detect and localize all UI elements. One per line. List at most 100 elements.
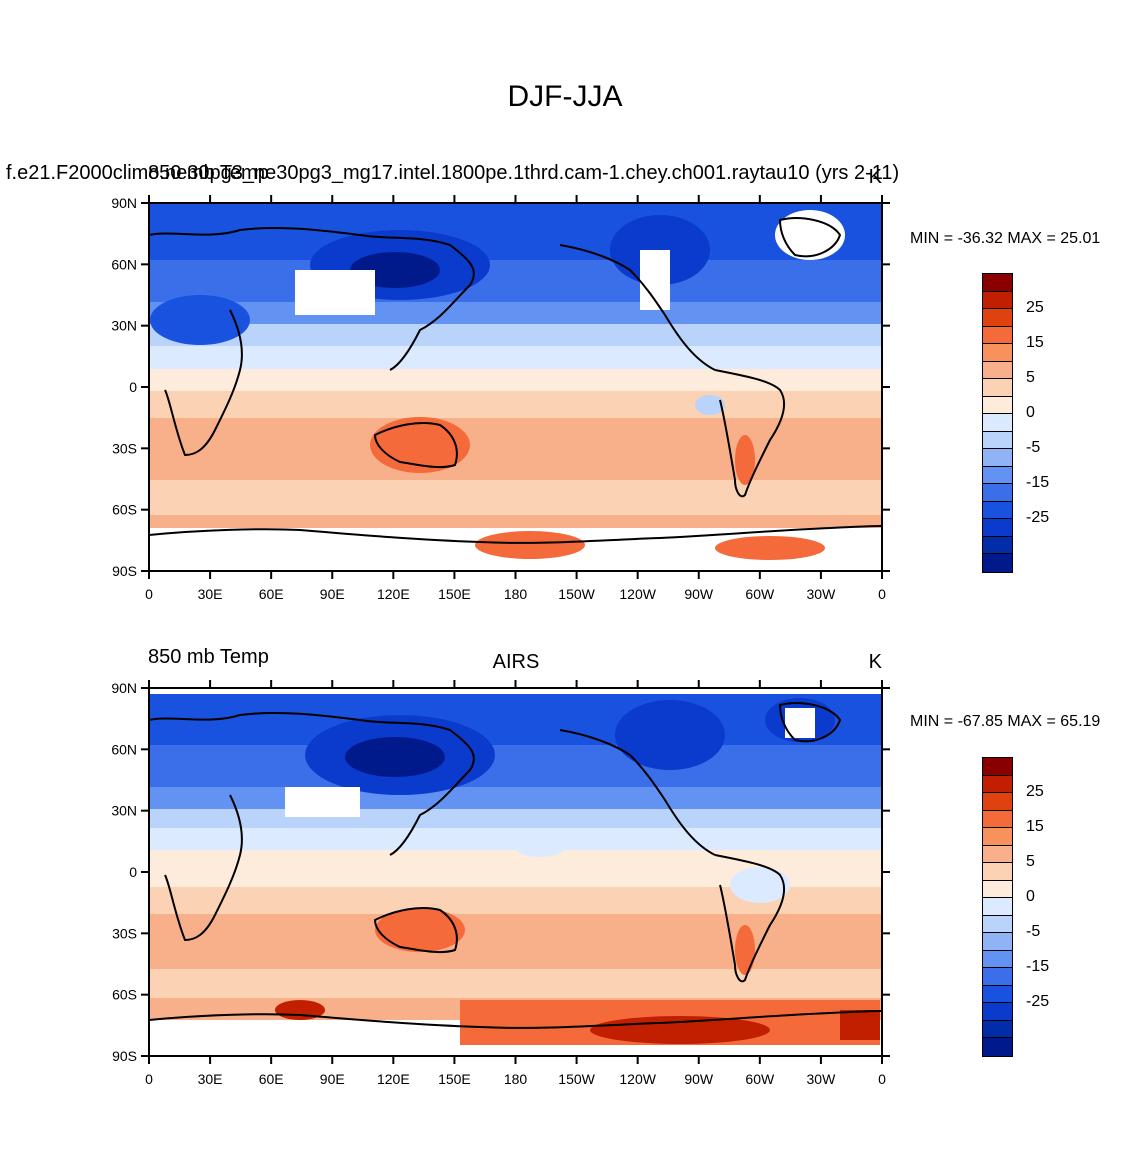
figure-title: DJF-JJA bbox=[507, 80, 623, 113]
lon-tick-label: 120W bbox=[619, 586, 656, 602]
lat-tick-label: 60N bbox=[111, 256, 137, 272]
panel2-field bbox=[149, 688, 882, 1056]
colorbar-swatch bbox=[983, 985, 1012, 1003]
lat-tick-label: 60S bbox=[112, 987, 137, 1003]
panel1-axis-ticks: 90N 60N 30N 0 30S 60S 90S 0 30E 60E 90E 120E 150E 180… bbox=[111, 195, 890, 602]
lat-tick-label: 90N bbox=[111, 680, 137, 696]
lon-tick-label: 30E bbox=[198, 586, 223, 602]
lon-tick-label: 60E bbox=[259, 1071, 284, 1087]
panel1-stats: MIN = -36.32 MAX = 25.01 bbox=[910, 230, 1101, 247]
panel2-variable-label: 850 mb Temp bbox=[148, 646, 269, 668]
colorbar-swatch bbox=[983, 880, 1012, 898]
lat-tick-label: 30S bbox=[112, 925, 137, 941]
colorbar-swatch bbox=[983, 344, 1012, 362]
colorbar-label: 0 bbox=[1026, 888, 1035, 905]
colorbar-swatch bbox=[983, 793, 1012, 811]
lon-tick-label: 60E bbox=[259, 586, 284, 602]
colorbar-label: -25 bbox=[1026, 993, 1050, 1010]
colorbar-swatch bbox=[983, 1003, 1012, 1021]
colorbar-label: -5 bbox=[1026, 923, 1041, 940]
panel1-map: 90N 60N 30N 0 30S 60S 90S 0 30E 60E 90E 120E 150E 180… bbox=[111, 195, 890, 602]
colorbar-swatch bbox=[983, 326, 1012, 344]
lat-tick-label: 90S bbox=[112, 563, 137, 579]
lat-tick-label: 90S bbox=[112, 1048, 137, 1064]
colorbar-swatch bbox=[983, 554, 1012, 572]
lon-tick-label: 0 bbox=[145, 586, 153, 602]
lon-tick-label: 120W bbox=[619, 1071, 656, 1087]
panel2-coastlines bbox=[149, 702, 882, 1029]
colorbar-label: -5 bbox=[1026, 439, 1041, 456]
colorbar-swatch bbox=[983, 396, 1012, 414]
lon-tick-label: 30E bbox=[198, 1071, 223, 1087]
panel1-variable-label: 850 mb Temp bbox=[148, 162, 269, 184]
lon-tick-label: 60W bbox=[745, 586, 775, 602]
lat-tick-label: 90N bbox=[111, 195, 137, 211]
colorbar-label: 5 bbox=[1026, 853, 1035, 870]
lat-tick-label: 30N bbox=[111, 318, 137, 334]
lon-tick-label: 150W bbox=[558, 586, 595, 602]
lon-tick-label: 150W bbox=[558, 1071, 595, 1087]
lon-tick-label: 90E bbox=[320, 586, 345, 602]
colorbar-label: 0 bbox=[1026, 404, 1035, 421]
panel1-field bbox=[149, 203, 882, 571]
colorbar-label: 15 bbox=[1026, 334, 1044, 351]
colorbar-swatch bbox=[983, 484, 1012, 502]
colorbar-label: 5 bbox=[1026, 369, 1035, 386]
lat-tick-label: 30N bbox=[111, 803, 137, 819]
lat-tick-label: 0 bbox=[129, 379, 137, 395]
colorbar-swatch bbox=[983, 758, 1012, 776]
colorbar-swatch bbox=[983, 898, 1012, 916]
colorbar-swatch bbox=[983, 431, 1012, 449]
lon-tick-label: 0 bbox=[145, 1071, 153, 1087]
colorbar-swatch bbox=[983, 414, 1012, 432]
lon-tick-label: 30W bbox=[807, 586, 837, 602]
lon-tick-label: 90W bbox=[684, 1071, 714, 1087]
panel1-coastlines bbox=[149, 217, 882, 544]
panel2-units-label: K bbox=[868, 651, 882, 673]
colorbar-swatch bbox=[983, 950, 1012, 968]
colorbar-label: -25 bbox=[1026, 509, 1050, 526]
colorbar-label: -15 bbox=[1026, 474, 1050, 491]
colorbar-swatch bbox=[983, 291, 1012, 309]
lon-tick-label: 120E bbox=[377, 586, 410, 602]
lon-tick-label: 180 bbox=[504, 586, 528, 602]
colorbar-swatch bbox=[983, 933, 1012, 951]
lon-tick-label: 0 bbox=[878, 1071, 886, 1087]
colorbar-swatch bbox=[983, 309, 1012, 327]
lat-tick-label: 0 bbox=[129, 864, 137, 880]
colorbar-label: -15 bbox=[1026, 958, 1050, 975]
lon-tick-label: 120E bbox=[377, 1071, 410, 1087]
colorbar-swatch bbox=[983, 449, 1012, 467]
colorbar-label: 25 bbox=[1026, 299, 1044, 316]
lat-tick-label: 60S bbox=[112, 502, 137, 518]
colorbar-swatch bbox=[983, 863, 1012, 881]
panel2-colorbar bbox=[982, 757, 1013, 1057]
colorbar-swatch bbox=[983, 968, 1012, 986]
colorbar-swatch bbox=[983, 519, 1012, 537]
colorbar-swatch bbox=[983, 915, 1012, 933]
panel2-stats: MIN = -67.85 MAX = 65.19 bbox=[910, 713, 1101, 730]
lat-tick-label: 60N bbox=[111, 741, 137, 757]
colorbar-swatch bbox=[983, 501, 1012, 519]
panel1-case-label: f.e21.F2000climo.ne30pg3_ne30pg3_mg17.in… bbox=[6, 162, 900, 184]
colorbar-swatch bbox=[983, 536, 1012, 554]
colorbar-label: 15 bbox=[1026, 818, 1044, 835]
colorbar-swatch bbox=[983, 466, 1012, 484]
colorbar-label: 25 bbox=[1026, 783, 1044, 800]
colorbar-swatch bbox=[983, 775, 1012, 793]
colorbar-swatch bbox=[983, 845, 1012, 863]
lon-tick-label: 180 bbox=[504, 1071, 528, 1087]
lon-tick-label: 150E bbox=[438, 586, 471, 602]
panel1-colorbar bbox=[982, 273, 1013, 573]
panel2-map: 90N 60N 30N 0 30S 60S 90S 0 30E 60E 90E 120E 150E 180… bbox=[111, 680, 890, 1087]
lon-tick-label: 30W bbox=[807, 1071, 837, 1087]
lon-tick-label: 90E bbox=[320, 1071, 345, 1087]
colorbar-swatch bbox=[983, 828, 1012, 846]
colorbar-swatch bbox=[983, 379, 1012, 397]
panel2-source-label: AIRS bbox=[492, 651, 540, 673]
colorbar-swatch bbox=[983, 361, 1012, 379]
colorbar-swatch bbox=[983, 1020, 1012, 1038]
colorbar-swatch bbox=[983, 1038, 1012, 1056]
lon-tick-label: 60W bbox=[745, 1071, 775, 1087]
lon-tick-label: 150E bbox=[438, 1071, 471, 1087]
